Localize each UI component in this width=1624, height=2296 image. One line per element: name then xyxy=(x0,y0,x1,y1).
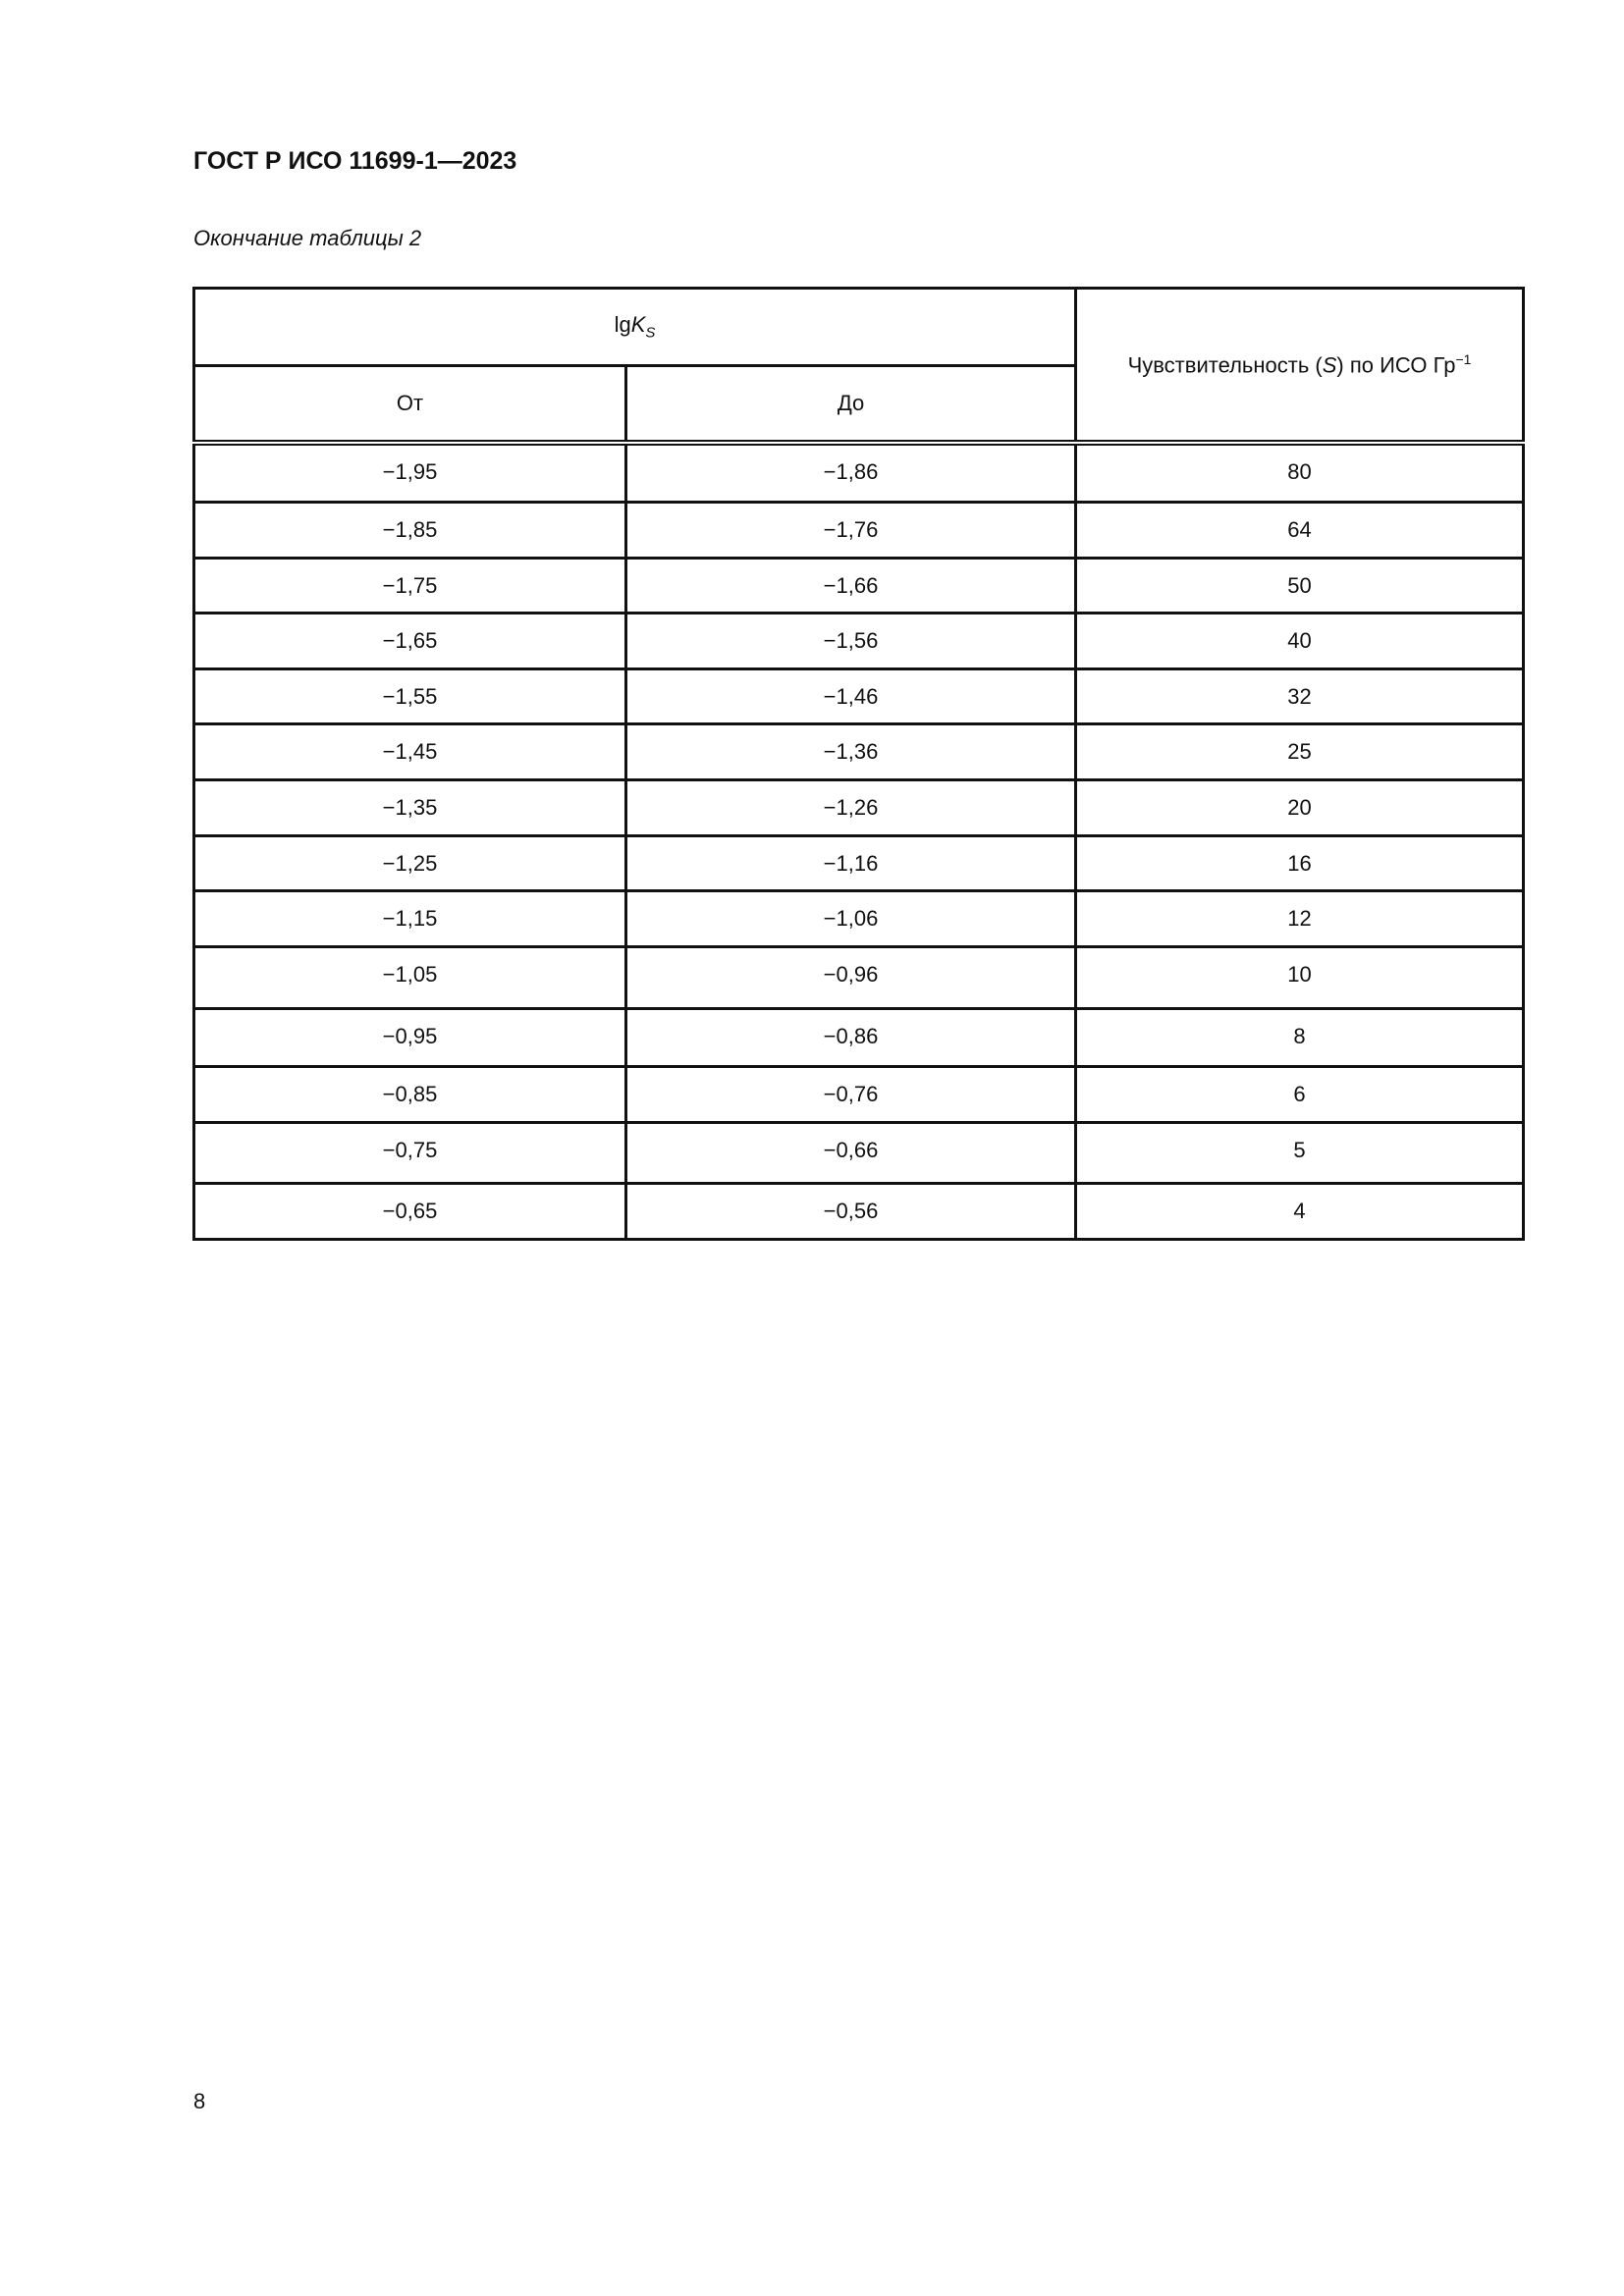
cell-sensitivity: 5 xyxy=(1074,1120,1526,1185)
cell-to: −1,36 xyxy=(624,721,1078,781)
table-row: −1,25 −1,16 16 xyxy=(192,833,1526,892)
table-row: −1,65 −1,56 40 xyxy=(192,611,1526,670)
cell-from: −1,45 xyxy=(192,721,627,781)
header-from: От xyxy=(192,364,627,446)
header-lgks: lgKS xyxy=(191,287,1078,367)
cell-sensitivity: 8 xyxy=(1074,1006,1526,1068)
table-row: −1,15 −1,06 12 xyxy=(192,888,1526,948)
cell-sensitivity: 80 xyxy=(1074,441,1526,504)
cell-to: −1,66 xyxy=(624,556,1078,614)
header-lg: lg xyxy=(614,312,631,338)
sens-unit: ) по ИСО Гр xyxy=(1336,352,1456,378)
document-title: ГОСТ Р ИСО 11699-1—2023 xyxy=(193,147,517,175)
cell-from: −1,05 xyxy=(192,944,627,1010)
cell-sensitivity: 50 xyxy=(1074,556,1526,614)
table-row: −0,65 −0,56 4 xyxy=(192,1181,1526,1241)
table-row: −1,85 −1,76 64 xyxy=(192,500,1526,560)
cell-from: −1,15 xyxy=(192,888,627,948)
table-row: −1,45 −1,36 25 xyxy=(192,721,1526,781)
cell-sensitivity: 10 xyxy=(1074,944,1526,1010)
sens-var: S xyxy=(1322,352,1337,378)
table-row: −0,85 −0,76 6 xyxy=(192,1064,1526,1124)
header-k: K xyxy=(630,312,646,338)
cell-from: −1,25 xyxy=(192,833,627,892)
table-row: −1,95 −1,86 80 xyxy=(192,441,1526,504)
cell-from: −0,75 xyxy=(192,1120,627,1185)
table-row: −1,05 −0,96 10 xyxy=(192,944,1526,1010)
cell-from: −1,35 xyxy=(192,777,627,837)
cell-to: −0,56 xyxy=(624,1181,1078,1241)
cell-to: −1,26 xyxy=(624,777,1078,837)
header-sub-s: S xyxy=(645,324,656,342)
cell-from: −0,65 xyxy=(192,1181,627,1241)
cell-sensitivity: 32 xyxy=(1074,667,1526,725)
cell-from: −1,65 xyxy=(192,611,627,670)
table-row: −1,75 −1,66 50 xyxy=(192,556,1526,614)
cell-sensitivity: 64 xyxy=(1074,500,1526,560)
cell-from: −1,75 xyxy=(192,556,627,614)
table-caption: Окончание таблицы 2 xyxy=(193,226,422,250)
table-row: −1,55 −1,46 32 xyxy=(192,667,1526,725)
cell-sensitivity: 20 xyxy=(1074,777,1526,837)
cell-sensitivity: 6 xyxy=(1074,1064,1526,1124)
header-to: До xyxy=(624,364,1078,446)
cell-sensitivity: 16 xyxy=(1074,833,1526,892)
sens-sup: −1 xyxy=(1455,350,1472,367)
cell-sensitivity: 25 xyxy=(1074,721,1526,781)
table-row: −0,75 −0,66 5 xyxy=(192,1120,1526,1185)
cell-to: −1,16 xyxy=(624,833,1078,892)
cell-to: −0,86 xyxy=(624,1006,1078,1068)
cell-to: −1,56 xyxy=(624,611,1078,670)
cell-from: −1,95 xyxy=(192,441,627,504)
cell-from: −1,55 xyxy=(192,667,627,725)
cell-from: −1,85 xyxy=(192,500,627,560)
cell-to: −1,06 xyxy=(624,888,1078,948)
cell-to: −0,66 xyxy=(624,1120,1078,1185)
sens-text: Чувствительность ( xyxy=(1127,352,1323,378)
cell-to: −1,46 xyxy=(624,667,1078,725)
cell-from: −0,95 xyxy=(192,1006,627,1068)
cell-to: −1,86 xyxy=(624,441,1078,504)
cell-from: −0,85 xyxy=(192,1064,627,1124)
cell-to: −0,96 xyxy=(624,944,1078,1010)
sensitivity-table: lgKS Чувствительность (S) по ИСО Гр−1 От… xyxy=(191,287,1526,1241)
table-row: −0,95 −0,86 8 xyxy=(192,1006,1526,1068)
cell-to: −0,76 xyxy=(624,1064,1078,1124)
header-sensitivity: Чувствительность (S) по ИСО Гр−1 xyxy=(1074,287,1526,446)
cell-sensitivity: 12 xyxy=(1074,888,1526,948)
table-row: −1,35 −1,26 20 xyxy=(192,777,1526,837)
cell-sensitivity: 40 xyxy=(1074,611,1526,670)
page-number: 8 xyxy=(193,2089,206,2113)
cell-sensitivity: 4 xyxy=(1074,1181,1526,1241)
cell-to: −1,76 xyxy=(624,500,1078,560)
